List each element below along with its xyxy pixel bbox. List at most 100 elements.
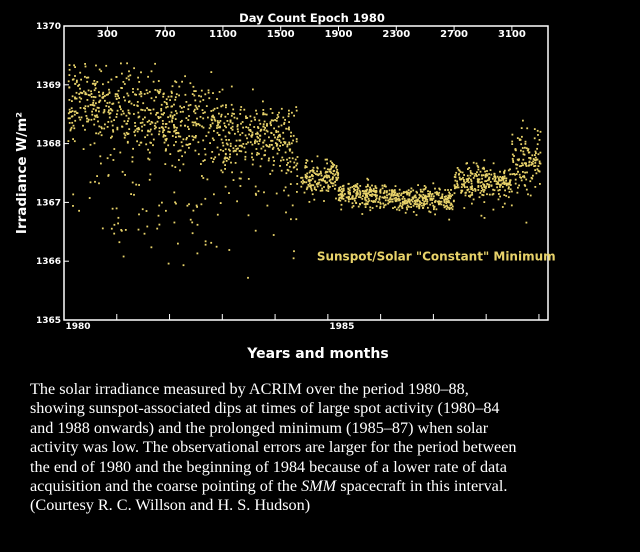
data-point [184,75,186,78]
data-point [367,198,370,200]
data-point [394,200,397,203]
data-point [536,158,539,161]
data-point [357,205,360,208]
data-point [254,118,256,121]
data-point [93,123,96,126]
data-point [250,120,253,123]
data-point [260,157,263,160]
data-point [278,139,281,141]
data-point [221,141,224,144]
data-point [456,184,459,187]
data-point [470,182,473,185]
data-point [131,156,134,159]
data-point [539,183,541,185]
data-point [476,178,479,180]
data-point [134,129,137,132]
data-point [123,132,126,135]
data-point [198,94,200,97]
data-point [481,194,484,196]
data-point [498,193,500,195]
data-point [94,114,96,117]
data-point [452,200,455,203]
data-point [379,201,382,204]
data-point [188,143,191,146]
data-point [115,207,118,210]
data-point [169,99,171,101]
data-point [102,83,104,86]
data-point [207,116,209,119]
data-point [355,192,358,195]
y-axis-tick-label: 1365 [36,316,61,326]
data-point [96,106,99,109]
data-point [221,104,224,107]
data-point [448,191,450,194]
data-point [195,135,197,137]
data-point [395,199,398,202]
data-point [196,206,198,208]
data-point [495,180,498,183]
data-point [185,143,188,146]
data-point [251,143,254,146]
data-point [427,206,429,209]
data-point [405,191,408,194]
data-point [121,87,123,89]
data-point [303,181,305,183]
y-axis-tick-label: 1368 [36,140,61,150]
data-point [365,185,368,188]
data-point [264,127,266,129]
data-point [488,178,491,181]
data-point [131,160,134,163]
data-point [351,195,354,198]
data-point [404,191,406,194]
data-point [353,185,355,187]
data-point [107,121,110,123]
data-point [84,107,86,110]
data-points [67,62,542,279]
data-point [115,116,118,118]
data-point [177,242,179,245]
data-point [188,115,190,117]
data-point [231,112,234,115]
data-point [401,198,404,200]
data-point [207,89,210,92]
data-point [215,245,218,248]
data-point [153,124,156,127]
data-point [181,119,183,122]
data-point [401,205,403,208]
data-point [408,201,411,204]
data-point [494,177,497,179]
data-point [166,105,169,108]
data-point [175,202,177,205]
data-point [323,167,326,170]
data-point [275,192,278,195]
data-point [129,74,132,77]
data-point [158,204,161,207]
data-point [422,207,424,209]
data-point [359,191,362,193]
data-point [147,148,149,151]
data-point [359,192,362,195]
data-point [393,192,396,194]
data-point [216,98,218,100]
data-point [218,153,220,156]
data-point [132,91,134,93]
data-point [110,227,113,230]
data-point [289,160,292,163]
data-point [196,108,199,110]
data-point [144,136,146,139]
data-point [101,93,104,96]
data-point [173,191,176,194]
data-point [311,189,313,192]
data-point [391,200,394,203]
data-point [394,199,397,201]
data-point [70,111,73,113]
data-point [468,167,471,169]
data-point [213,158,215,161]
data-point [339,197,342,199]
data-point [292,139,294,142]
data-point [505,195,508,197]
data-point [349,192,351,194]
data-point [534,150,537,153]
data-point [275,144,278,147]
data-point [484,176,487,178]
